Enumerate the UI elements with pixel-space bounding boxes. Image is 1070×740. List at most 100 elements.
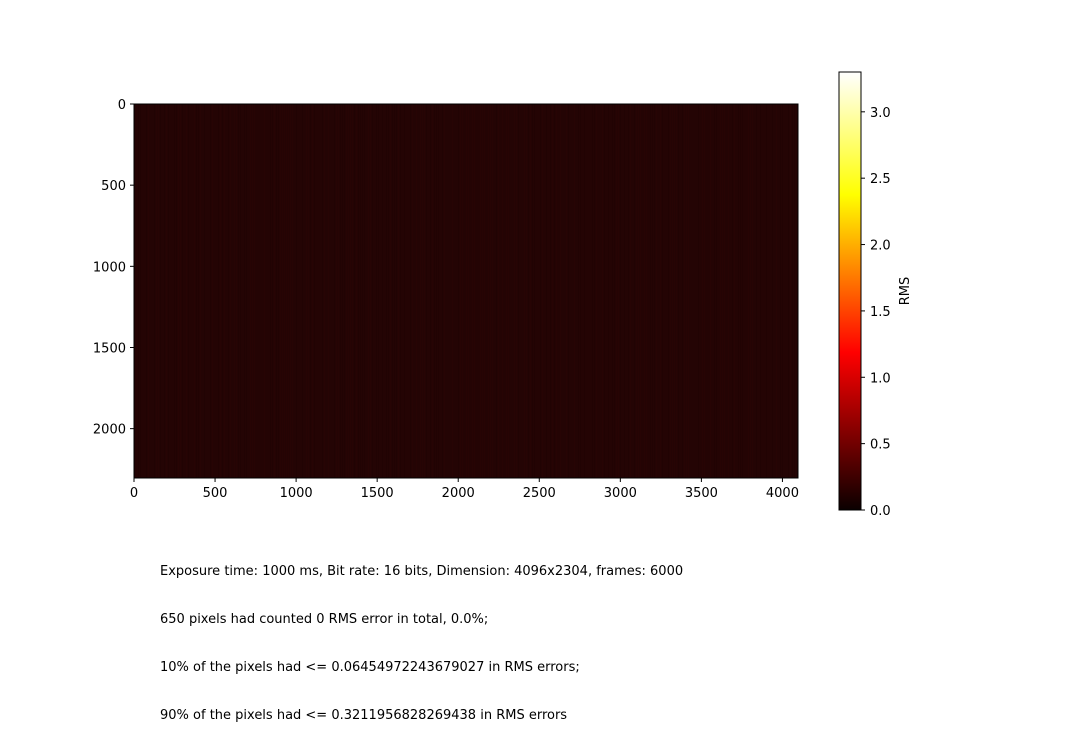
heatmap-column (432, 104, 433, 478)
heatmap-column (712, 104, 713, 478)
heatmap-column (268, 104, 269, 478)
heatmap-column (582, 104, 583, 478)
heatmap-column (650, 104, 651, 478)
heatmap-column (466, 104, 467, 478)
heatmap-column (570, 104, 571, 478)
heatmap-column (690, 104, 691, 478)
heatmap-column (328, 104, 329, 478)
heatmap-column (780, 104, 781, 478)
heatmap-column (458, 104, 459, 478)
heatmap-column (240, 104, 241, 478)
heatmap-column (394, 104, 395, 478)
heatmap-axes: 0 500 1000 1500 2000 2500 3000 3500 4000 0 500 1000… (93, 98, 799, 501)
colorbar-tick-label: 2.0 (870, 239, 891, 254)
heatmap-column (772, 104, 773, 478)
heatmap-column (524, 104, 525, 478)
heatmap-column (164, 104, 165, 478)
heatmap-column (218, 104, 219, 478)
heatmap-column (698, 104, 699, 478)
heatmap-column (370, 104, 371, 478)
heatmap-column (538, 104, 539, 478)
heatmap-frame (133, 103, 799, 479)
heatmap-column (774, 104, 775, 478)
heatmap-column (290, 104, 291, 478)
heatmap-column (640, 104, 641, 478)
heatmap-column (262, 104, 263, 478)
heatmap-column (278, 104, 279, 478)
heatmap-column (512, 104, 513, 478)
heatmap-column (224, 104, 225, 478)
heatmap-column (270, 104, 271, 478)
heatmap-column (628, 104, 629, 478)
heatmap-texture (134, 104, 797, 478)
heatmap-column (426, 104, 427, 478)
heatmap-column (450, 104, 451, 478)
heatmap-column (308, 104, 309, 478)
heatmap-column (294, 104, 295, 478)
heatmap-column (572, 104, 573, 478)
heatmap-column (678, 104, 679, 478)
heatmap-column (602, 104, 603, 478)
heatmap-column (226, 104, 227, 478)
heatmap-column (604, 104, 605, 478)
heatmap-column (296, 104, 297, 478)
heatmap-column (398, 104, 399, 478)
heatmap-column (748, 104, 749, 478)
heatmap-column (534, 104, 535, 478)
heatmap-column (204, 104, 205, 478)
heatmap-column (556, 104, 557, 478)
heatmap-column (682, 104, 683, 478)
heatmap-column (396, 104, 397, 478)
y-tick-label: 1500 (93, 341, 126, 356)
x-tick-label: 3500 (685, 486, 718, 501)
heatmap-column (714, 104, 715, 478)
heatmap-column (586, 104, 587, 478)
heatmap-column (554, 104, 555, 478)
heatmap-column (152, 104, 153, 478)
heatmap-column (476, 104, 477, 478)
heatmap-column (778, 104, 779, 478)
heatmap-column (742, 104, 743, 478)
heatmap-column (196, 104, 197, 478)
heatmap-column (280, 104, 281, 478)
heatmap-column (140, 104, 141, 478)
heatmap-column (584, 104, 585, 478)
heatmap-column (150, 104, 151, 478)
heatmap-column (238, 104, 239, 478)
heatmap-column (258, 104, 259, 478)
heatmap-column (796, 104, 797, 478)
heatmap-column (188, 104, 189, 478)
caption-line-exposure: Exposure time: 1000 ms, Bit rate: 16 bit… (160, 564, 684, 579)
heatmap-column (762, 104, 763, 478)
heatmap-column (334, 104, 335, 478)
colorbar-frame (838, 71, 862, 511)
heatmap-column (612, 104, 613, 478)
heatmap-column (248, 104, 249, 478)
heatmap-column (430, 104, 431, 478)
heatmap-column (366, 104, 367, 478)
colorbar-tick-label: 1.0 (870, 371, 891, 386)
heatmap-column (454, 104, 455, 478)
heatmap-column (342, 104, 343, 478)
heatmap-column (768, 104, 769, 478)
heatmap-column (526, 104, 527, 478)
heatmap-column (446, 104, 447, 478)
heatmap-column (754, 104, 755, 478)
heatmap-column (282, 104, 283, 478)
heatmap-column (560, 104, 561, 478)
heatmap-column (504, 104, 505, 478)
heatmap-column (608, 104, 609, 478)
heatmap-column (406, 104, 407, 478)
heatmap-column (656, 104, 657, 478)
heatmap-column (376, 104, 377, 478)
heatmap-column (330, 104, 331, 478)
heatmap-column (312, 104, 313, 478)
heatmap-column (686, 104, 687, 478)
heatmap-column (180, 104, 181, 478)
heatmap-column (486, 104, 487, 478)
heatmap-column (300, 104, 301, 478)
heatmap-column (318, 104, 319, 478)
heatmap-column (722, 104, 723, 478)
heatmap-column (490, 104, 491, 478)
heatmap-column (472, 104, 473, 478)
